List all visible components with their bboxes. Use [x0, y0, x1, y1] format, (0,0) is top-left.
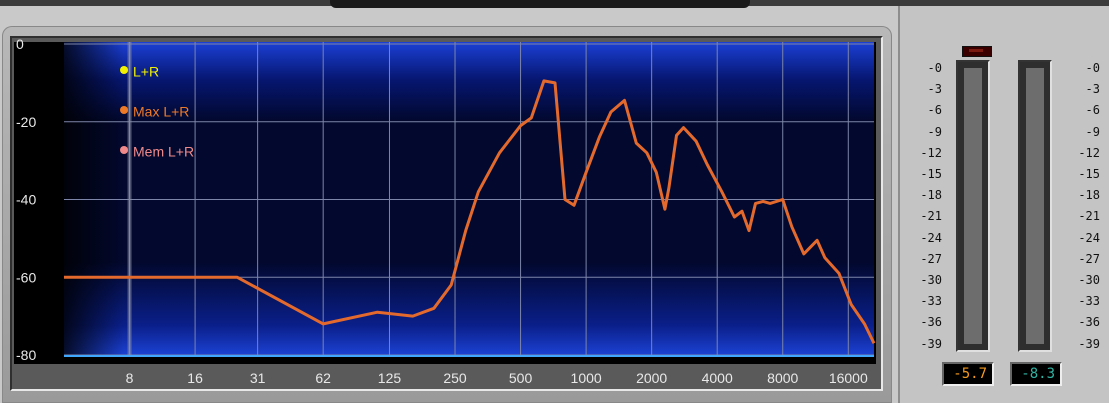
x-tick-label: 31 [250, 370, 266, 386]
y-tick-label: 0 [16, 36, 24, 52]
x-tick-label: 8000 [767, 370, 798, 386]
meter-scale-label: -9 [1085, 124, 1100, 139]
meter-scale-label: -33 [1078, 294, 1100, 309]
meter-left [956, 60, 990, 352]
meter-scale-label: -15 [920, 167, 942, 182]
legend-dot-lr [120, 66, 128, 75]
meter-scale-label: -33 [920, 294, 942, 309]
meter-scale-label: -30 [1078, 273, 1100, 288]
x-tick-label: 8 [126, 370, 134, 386]
legend-dot-mem-lr [120, 146, 128, 155]
meter-scale-label: -12 [920, 145, 942, 160]
meter-scale-label: -39 [920, 336, 942, 351]
meter-scale-label: -6 [927, 103, 942, 118]
meter-scale-label: -24 [920, 230, 942, 245]
spectrum-chart: 0 -20 -40 -60 -80 8 16 31 62 125 250 500 1000 2000 400… [14, 36, 876, 386]
x-tick-label: 250 [443, 370, 467, 386]
legend-item-mem-lr[interactable]: Mem L+R [120, 142, 194, 162]
meter-scale-right: -0 -3 -6 -9 -12 -15 -18 -21 -24 -27 -30 -33 -36 -39 [1060, 58, 1100, 355]
x-tick-label: 500 [509, 370, 533, 386]
legend-label-lr: L+R [133, 63, 160, 80]
x-tick-label: 4000 [702, 370, 733, 386]
meter-left-track [964, 68, 982, 344]
x-tick-label: 16 [187, 370, 203, 386]
meter-scale-label: -36 [920, 315, 942, 330]
x-tick-label: 1000 [571, 370, 602, 386]
meter-scale-label: -18 [920, 188, 942, 203]
meter-left-readout[interactable]: -5.7 [942, 362, 994, 386]
meter-right-readout[interactable]: -8.3 [1010, 362, 1062, 386]
meter-scale-label: -3 [927, 82, 942, 97]
meter-scale-label: -30 [920, 273, 942, 288]
meter-scale-label: -21 [920, 209, 942, 224]
meter-scale-label: -24 [1078, 230, 1100, 245]
x-tick-label: 62 [315, 370, 331, 386]
meter-scale-label: -18 [1078, 188, 1100, 203]
meter-scale-label: -15 [1078, 167, 1100, 182]
meter-scale-label: -0 [927, 61, 942, 75]
clip-indicator[interactable] [962, 46, 992, 57]
meter-scale-label: -0 [1085, 61, 1100, 75]
meter-scale-label: -39 [1078, 336, 1100, 351]
x-tick-label: 16000 [829, 370, 868, 386]
meter-scale-label: -6 [1085, 103, 1100, 118]
meter-scale-label: -36 [1078, 315, 1100, 330]
legend-item-lr[interactable]: L+R [120, 62, 194, 82]
meter-scale-left: -0 -3 -6 -9 -12 -15 -18 -21 -24 -27 -30 -33 -36 -39 [902, 58, 942, 355]
meter-scale-label: -27 [1078, 251, 1100, 266]
meter-right [1018, 60, 1052, 352]
meter-scale-label: -21 [1078, 209, 1100, 224]
legend-item-max-lr[interactable]: Max L+R [120, 102, 194, 122]
legend-label-mem-lr: Mem L+R [133, 143, 195, 160]
legend-label-max-lr: Max L+R [133, 103, 190, 120]
meter-right-track [1026, 68, 1044, 344]
range-marker [127, 42, 132, 355]
meter-scale-label: -27 [920, 251, 942, 266]
chart-legend: L+R Max L+R Mem L+R [120, 62, 194, 182]
legend-dot-max-lr [120, 106, 128, 115]
title-bar [330, 0, 750, 8]
y-tick-label: -20 [16, 114, 36, 130]
y-tick-label: -80 [16, 347, 36, 363]
meter-scale-label: -9 [927, 124, 942, 139]
meter-scale-label: -12 [1078, 145, 1100, 160]
x-tick-label: 125 [378, 370, 402, 386]
x-tick-label: 2000 [636, 370, 667, 386]
series-line-max-lr [64, 79, 876, 344]
y-tick-label: -60 [16, 269, 36, 285]
level-meter-panel: -0 -3 -6 -9 -12 -15 -18 -21 -24 -27 -30 -33 -36 -39 -… [898, 6, 1109, 403]
meter-scale-label: -3 [1085, 82, 1100, 97]
y-tick-label: -40 [16, 192, 36, 208]
